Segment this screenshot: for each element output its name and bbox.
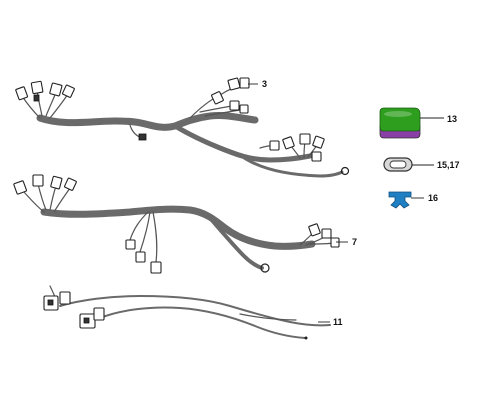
module-13-body <box>379 107 421 132</box>
harness-11-connector <box>59 291 71 305</box>
callout-7: 7 <box>352 237 357 247</box>
module-13-highlight <box>384 111 412 117</box>
harness-7-connector <box>32 174 44 187</box>
harness-7-connector <box>13 180 28 195</box>
clip-16[interactable]: 16 <box>388 191 438 209</box>
harness-3-connector <box>311 151 322 162</box>
harness-7-wire <box>129 211 149 241</box>
callout-11: 11 <box>333 317 343 327</box>
harness-3-wire <box>49 93 69 119</box>
harness-7-connector <box>308 223 321 237</box>
harness-3-connector <box>62 84 75 98</box>
harness-11-connector <box>93 307 105 321</box>
harness-3-connector <box>299 133 311 145</box>
harness-7-connector <box>321 228 332 239</box>
harness-7-trunk <box>40 205 316 250</box>
harness-11-wire-end <box>304 336 308 340</box>
harness-3-connector <box>15 86 29 101</box>
harness-7[interactable]: 7 <box>13 174 357 274</box>
harness-11[interactable]: 11 <box>43 285 343 340</box>
harness-7-wire <box>152 211 158 263</box>
harness-7-wire <box>37 183 47 211</box>
harness-3-connector <box>282 136 295 150</box>
harness-7-wire <box>49 185 57 211</box>
harness-7-connector <box>50 175 63 190</box>
harness-7-connector <box>125 239 136 250</box>
harness-3-connector <box>49 82 63 97</box>
harness-7-connector <box>135 251 146 263</box>
harness-7-connector <box>150 261 162 274</box>
callout-16: 16 <box>428 193 438 203</box>
harness-3-connector <box>269 140 280 151</box>
harness-3-wire <box>36 89 43 117</box>
harness-7-branch <box>208 216 264 270</box>
harness-3-connector <box>229 100 240 111</box>
callout-3: 3 <box>262 79 267 89</box>
harness-3-connector <box>227 77 241 91</box>
harness-3[interactable]: 3 <box>15 77 350 178</box>
callout-13: 13 <box>447 114 457 124</box>
clip-16-body <box>388 191 412 209</box>
harness-3-wire <box>199 105 233 113</box>
harness-7-wire <box>53 187 71 213</box>
harness-3-connector <box>239 77 250 89</box>
callout-15-17: 15,17 <box>437 160 460 170</box>
harness-11-terminal <box>47 299 54 306</box>
harness-3-connector <box>30 80 44 95</box>
harness-3-ring-terminal <box>340 166 350 176</box>
grommet-inner <box>389 160 407 169</box>
harness-7-connector <box>64 177 77 191</box>
harness-3-connector <box>239 104 249 114</box>
harness-3-connector <box>211 91 224 105</box>
harness-11-wire-a <box>59 295 331 327</box>
harness-3-terminal <box>33 94 40 102</box>
grommet-15-17[interactable]: 15,17 <box>383 157 460 172</box>
harness-3-branch-low <box>238 153 344 178</box>
harness-3-trunk <box>36 112 259 131</box>
harness-7-connector <box>330 237 340 248</box>
harness-7-ring-terminal <box>260 263 270 273</box>
harness-3-connector <box>312 135 325 149</box>
harness-11-terminal <box>83 317 90 324</box>
harness-11-wire <box>239 313 297 321</box>
harness-7-wire <box>139 211 151 253</box>
module-13[interactable]: 13 <box>379 107 457 139</box>
harness-11-wire-b <box>99 306 306 339</box>
harness-3-terminal <box>138 133 147 141</box>
